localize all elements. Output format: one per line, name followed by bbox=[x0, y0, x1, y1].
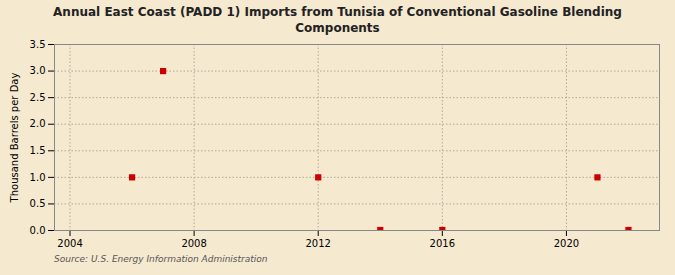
svg-text:2.5: 2.5 bbox=[30, 92, 46, 103]
svg-text:3.0: 3.0 bbox=[30, 66, 46, 77]
svg-text:2.0: 2.0 bbox=[30, 119, 46, 130]
svg-text:Thousand Barrels per Day: Thousand Barrels per Day bbox=[9, 73, 20, 204]
svg-text:0.5: 0.5 bbox=[30, 199, 46, 210]
html-text:Source: U.S. Energy Informatio: Source: U.S. Energy Information Administ… bbox=[54, 254, 268, 265]
svg-text:2008: 2008 bbox=[181, 238, 206, 249]
svg-text:0.0: 0.0 bbox=[30, 225, 46, 236]
svg-text:2004: 2004 bbox=[57, 238, 82, 249]
svg-text:2020: 2020 bbox=[554, 238, 579, 249]
svg-text:2012: 2012 bbox=[305, 238, 330, 249]
html-text:Annual East Coast (PADD 1) Imp: Annual East Coast (PADD 1) Imports from … bbox=[53, 5, 622, 36]
svg-text:3.5: 3.5 bbox=[30, 39, 46, 50]
svg-text:1.5: 1.5 bbox=[30, 145, 46, 156]
svg-text:2016: 2016 bbox=[430, 238, 455, 249]
svg-text:1.0: 1.0 bbox=[30, 172, 46, 183]
